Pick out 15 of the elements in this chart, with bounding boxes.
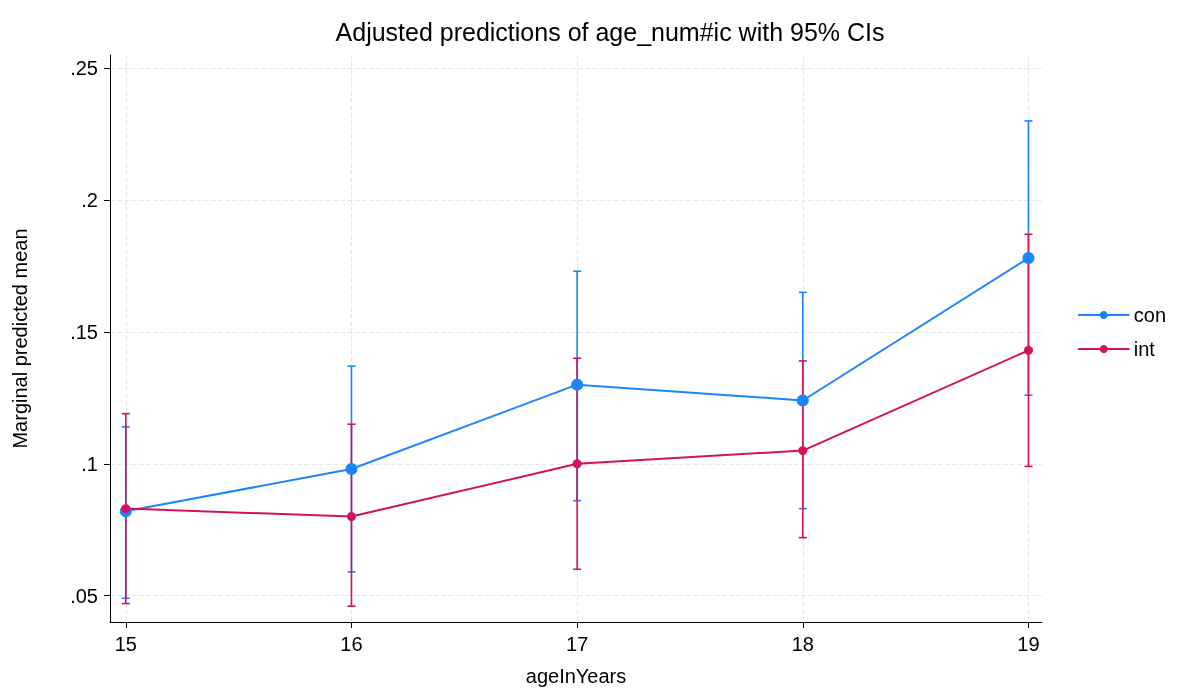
legend-label: int	[1133, 338, 1156, 360]
legend-label: con	[1133, 304, 1166, 326]
chart-title: Adjusted predictions of age_num#ic with 95% CIs	[335, 17, 885, 46]
y-axis-title: Marginal predicted mean	[9, 228, 31, 449]
y-tick-label: .25	[70, 57, 98, 80]
y-tick-label: .15	[70, 320, 98, 343]
y-tick-label: .1	[81, 452, 98, 475]
x-tick-label: 17	[566, 633, 589, 655]
y-tick-label: .05	[70, 584, 98, 607]
x-axis-title: ageInYears	[525, 665, 627, 687]
x-tick-label: 19	[1017, 633, 1040, 655]
x-tick-label: 15	[114, 633, 137, 655]
x-tick-label: 16	[340, 633, 363, 655]
x-tick-label: 18	[791, 633, 814, 655]
y-tick-label: .2	[81, 189, 98, 212]
